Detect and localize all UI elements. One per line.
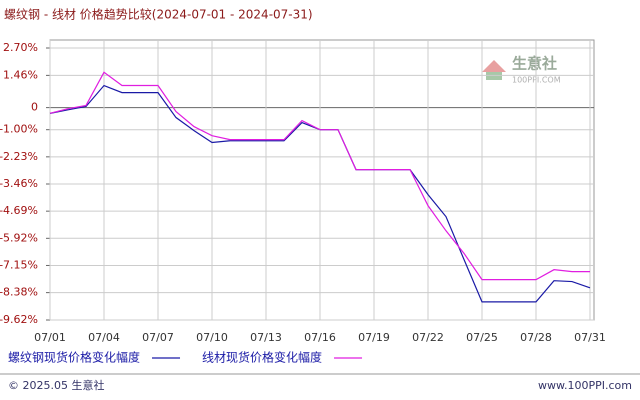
x-tick-label: 07/31	[574, 331, 606, 344]
x-tick-label: 07/01	[34, 331, 66, 344]
x-tick-label: 07/10	[196, 331, 228, 344]
legend-label: 线材现货价格变化幅度	[202, 350, 322, 365]
watermark-logo	[486, 72, 502, 80]
x-tick-label: 07/19	[358, 331, 390, 344]
y-tick-label: -1.00%	[0, 123, 38, 136]
legend-label: 螺纹钢现货价格变化幅度	[8, 350, 140, 365]
footer-left: © 2025.05 生意社	[8, 378, 104, 392]
y-tick-label: 0	[31, 101, 38, 114]
y-tick-label: -2.23%	[0, 150, 38, 163]
footer-right: www.100PPI.com	[538, 379, 632, 392]
chart-title: 螺纹钢 - 线材 价格趋势比较(2024-07-01 - 2024-07-31)	[4, 7, 313, 22]
y-tick-label: -5.92%	[0, 231, 38, 244]
y-tick-label: -9.62%	[0, 313, 38, 326]
x-tick-label: 07/22	[412, 331, 444, 344]
y-tick-label: -8.38%	[0, 286, 38, 299]
x-tick-label: 07/04	[88, 331, 120, 344]
x-tick-label: 07/28	[520, 331, 552, 344]
y-tick-label: -3.46%	[0, 177, 38, 190]
x-tick-label: 07/07	[142, 331, 174, 344]
series-line	[49, 71, 590, 281]
y-tick-label: 1.46%	[3, 68, 38, 81]
y-tick-label: -7.15%	[0, 258, 38, 271]
x-tick-label: 07/25	[466, 331, 498, 344]
x-tick-label: 07/16	[304, 331, 336, 344]
watermark-logo	[482, 60, 506, 72]
x-tick-label: 07/13	[250, 331, 282, 344]
watermark: 生意社	[512, 55, 557, 73]
y-tick-label: -4.69%	[0, 204, 38, 217]
y-tick-label: 2.70%	[3, 41, 38, 54]
